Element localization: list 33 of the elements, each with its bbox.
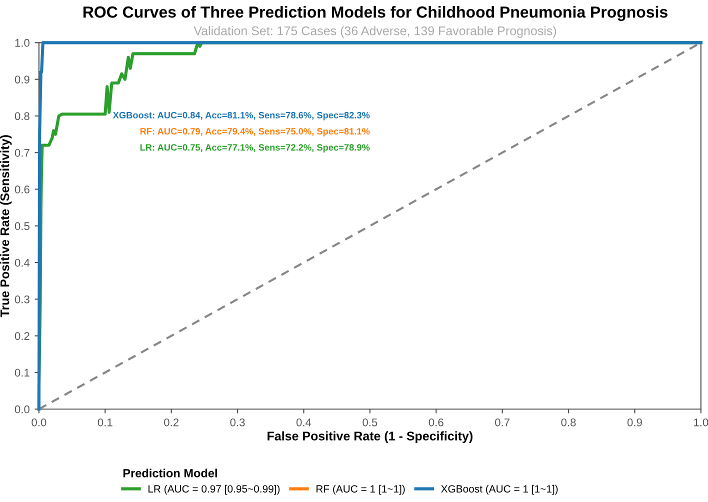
y-tick-label: 0.0 (14, 405, 30, 414)
y-tick-label: 0.6 (14, 186, 30, 194)
annotation: LR: AUC=0.75, Acc=77.1%, Sens=72.2%, Spec=78.9% (140, 144, 370, 152)
legend-label: XGBoost (AUC = 1 [1~1]) (441, 484, 558, 495)
x-tick-label: 0.9 (627, 418, 642, 426)
y-axis-title: True Positive Rate (Sensitivity) (0, 135, 12, 318)
y-tick-label: 0.5 (14, 222, 30, 230)
x-tick-label: 0.5 (362, 418, 378, 426)
chart-subtitle: Validation Set: 175 Cases (36 Adverse, 139 Favorable Prognosis) (194, 26, 556, 38)
y-tick-label: 0.4 (14, 258, 30, 267)
y-tick-label: 0.9 (14, 76, 30, 84)
x-axis-title: False Positive Rate (1 - Specificity) (268, 431, 472, 443)
y-tick-label: 0.1 (14, 368, 30, 377)
legend-label: RF (AUC = 1 [1~1]) (316, 484, 405, 495)
x-tick-label: 0.0 (32, 418, 46, 426)
y-tick-label: 0.8 (14, 112, 30, 120)
x-tick-label: 0.8 (561, 418, 576, 426)
x-tick-label: 0.3 (230, 418, 245, 426)
y-tick-label: 1.0 (15, 38, 30, 47)
annotation: RF: AUC=0.79, Acc=79.4%, Sens=75.0%, Spec=81.1% (140, 128, 370, 136)
x-tick-label: 0.2 (164, 418, 178, 426)
chart-title: ROC Curves of Three Prediction Models for Childhood Pneumonia Prognosis (83, 6, 668, 21)
y-tick-label: 0.7 (14, 148, 30, 157)
annotation: XGBoost: AUC=0.84, Acc=81.1%, Sens=78.6%, Spec=82.3% (112, 112, 370, 120)
x-tick-label: 0.7 (495, 418, 510, 426)
legend-title: Prediction Model (123, 468, 217, 478)
legend-label: LR (AUC = 0.97 [0.95~0.99]) (148, 484, 280, 495)
x-tick-label: 0.1 (98, 418, 112, 426)
x-tick-label: 0.4 (296, 418, 312, 426)
x-tick-label: 0.6 (428, 418, 444, 426)
y-tick-label: 0.3 (14, 295, 30, 304)
y-tick-label: 0.2 (14, 332, 30, 340)
x-tick-label: 1.0 (694, 418, 708, 426)
